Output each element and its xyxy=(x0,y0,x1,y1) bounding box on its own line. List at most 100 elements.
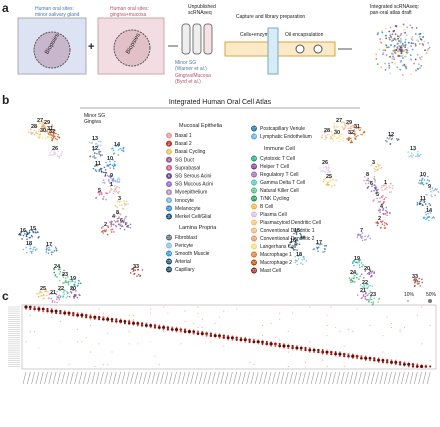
umap-point xyxy=(396,43,399,45)
umap-point xyxy=(375,188,377,191)
gene-label-glyph xyxy=(121,371,126,385)
dot xyxy=(150,322,152,325)
umap-point xyxy=(354,261,357,264)
umap-point xyxy=(103,229,106,231)
umap-point xyxy=(103,182,106,184)
umap-point xyxy=(418,182,420,184)
umap-point xyxy=(374,179,377,182)
umap-point xyxy=(109,167,111,169)
dot xyxy=(41,307,45,311)
umap-point xyxy=(129,226,131,229)
umap-point xyxy=(324,177,327,180)
umap-point xyxy=(358,266,361,269)
dot xyxy=(218,336,221,339)
legend-entry: Postcapillary Venule xyxy=(260,126,305,132)
umap-point xyxy=(50,292,53,295)
dot xyxy=(59,309,62,313)
dot xyxy=(132,314,135,316)
unpublished-label: Unpublished xyxy=(188,4,216,10)
umap-point xyxy=(72,295,75,298)
site-label: gingiva+mucosa xyxy=(110,12,146,18)
umap-point xyxy=(112,180,114,183)
umap-point xyxy=(389,186,391,189)
umap-point xyxy=(384,62,386,65)
umap-point xyxy=(31,235,33,238)
dot xyxy=(425,363,427,365)
plot-frame xyxy=(21,304,437,370)
dot xyxy=(369,359,371,362)
umap-point xyxy=(364,295,366,298)
dot xyxy=(399,331,401,333)
dot xyxy=(252,340,256,344)
umap-point xyxy=(425,193,427,196)
umap-point xyxy=(103,195,105,198)
umap-point xyxy=(50,134,53,136)
umap-point xyxy=(329,138,332,140)
umap-point xyxy=(425,213,427,216)
umap-point xyxy=(57,135,59,138)
umap-point xyxy=(360,273,363,276)
dot xyxy=(352,331,354,333)
umap-point xyxy=(329,170,331,173)
umap-point xyxy=(388,65,391,68)
dot xyxy=(279,339,281,341)
dot xyxy=(287,365,289,368)
umap-point xyxy=(386,140,388,143)
umap-point xyxy=(399,34,402,37)
umap-point xyxy=(392,30,395,32)
gene-label-glyph xyxy=(375,371,379,385)
umap-point xyxy=(417,63,420,66)
legend-entry: Pericyte xyxy=(175,243,193,249)
legend-swatch xyxy=(251,125,257,132)
umap-point xyxy=(375,166,377,168)
umap-point xyxy=(404,41,407,44)
gene-label-glyph xyxy=(65,371,70,385)
dot xyxy=(145,326,148,329)
cluster-label: 2 xyxy=(378,216,381,222)
umap-point xyxy=(376,168,379,171)
umap-point xyxy=(38,235,40,238)
dot xyxy=(236,341,238,343)
dot xyxy=(373,357,376,360)
umap-point xyxy=(32,248,34,251)
gene-label-glyph xyxy=(207,371,212,385)
umap-point xyxy=(386,214,388,217)
source-label: Gingiva/Mucosa xyxy=(175,73,211,79)
legend-swatch xyxy=(166,173,172,179)
umap-point xyxy=(321,169,324,172)
legend-number: 16 xyxy=(167,268,171,272)
umap-point xyxy=(110,231,113,233)
umap-point xyxy=(420,55,423,58)
cluster-label: 4 xyxy=(380,204,384,210)
umap-point xyxy=(127,203,129,205)
umap-point xyxy=(47,133,50,135)
umap-point xyxy=(109,160,111,163)
umap-point xyxy=(50,154,52,157)
umap-point xyxy=(333,126,335,129)
umap-point xyxy=(60,153,62,155)
umap-point xyxy=(51,301,54,303)
umap-point xyxy=(113,219,116,222)
size-legend-dot xyxy=(407,300,409,302)
umap-point xyxy=(356,236,359,238)
umap-point xyxy=(56,155,59,157)
umap-point xyxy=(109,221,111,223)
umap-point xyxy=(413,279,416,281)
umap-point xyxy=(434,194,436,196)
umap-point xyxy=(383,227,386,229)
umap-point xyxy=(399,61,402,64)
droplet xyxy=(313,44,323,54)
cluster-label: 6 xyxy=(370,181,373,187)
gene-label-glyph xyxy=(289,371,293,385)
umap-point xyxy=(32,230,34,233)
umap-point xyxy=(388,30,391,33)
umap-point xyxy=(401,46,404,49)
umap-point xyxy=(404,31,407,34)
umap-point xyxy=(388,191,391,194)
dot xyxy=(244,340,247,343)
umap-point xyxy=(300,254,302,257)
umap-point xyxy=(358,261,360,263)
tube xyxy=(181,23,191,55)
dot xyxy=(235,338,238,341)
legend-number: 21 xyxy=(252,173,256,177)
